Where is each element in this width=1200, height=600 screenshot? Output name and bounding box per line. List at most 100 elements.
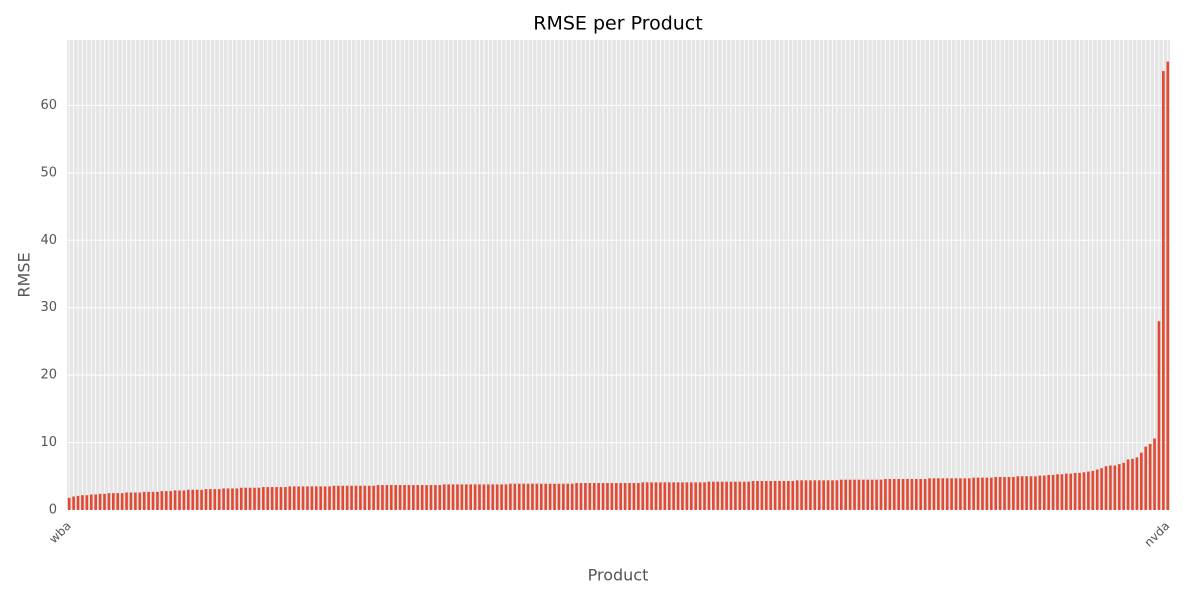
bar [279,487,283,510]
bar [892,478,896,510]
bar [544,483,548,510]
bar [372,485,375,510]
bar [288,486,292,510]
bar [420,485,424,510]
bar [169,491,173,510]
bar [209,489,212,510]
bar [606,483,609,510]
bar [456,484,459,510]
chart-title: RMSE per Product [533,13,702,35]
bar [478,484,481,510]
bar [998,476,1002,510]
bar [248,487,252,510]
bar [628,483,631,510]
bar [367,485,371,510]
bar [588,483,592,510]
bar [681,482,684,510]
bar [469,484,473,510]
bar [804,480,808,510]
bar [888,478,892,510]
bar [381,485,384,510]
bar [447,484,450,510]
bar [782,481,786,510]
bar [138,492,142,510]
bar [451,484,455,510]
bar [879,479,883,510]
bar [645,482,649,510]
bar [985,477,989,510]
bar [407,485,411,510]
bar [235,488,239,510]
bar [875,479,878,510]
bar [989,477,993,510]
bar [244,487,248,510]
bar [906,478,909,510]
bar [747,481,750,510]
bar [910,478,914,510]
bar [522,483,525,510]
bar [689,482,693,510]
bar [641,482,645,510]
bar [1104,466,1108,510]
bar [147,491,150,510]
bar [257,487,261,510]
bar [1109,465,1112,510]
bar [270,487,274,510]
bar [434,485,437,510]
bar [597,483,600,510]
bar [1126,459,1130,510]
bar [112,493,115,510]
bar [901,478,905,510]
bar [764,481,768,510]
bar [941,478,945,510]
bar [654,482,658,510]
bar [972,477,975,510]
bar [363,485,367,510]
bar [425,485,428,510]
bar [398,485,402,510]
bar [151,491,155,510]
y-tick-label: 20 [40,368,57,383]
bar [839,479,843,510]
bar [720,481,724,510]
bar [685,482,689,510]
bar [813,480,817,510]
y-tick-label: 40 [40,233,57,248]
bar [716,481,720,510]
bar [897,478,900,510]
bar [822,480,825,510]
bar [937,478,940,510]
bar [562,483,565,510]
bar [1153,438,1156,510]
bar [1117,464,1121,510]
bar [791,481,795,510]
y-axis-label: RMSE [15,252,34,297]
bar [575,483,578,510]
bar [204,489,208,510]
bar [275,487,278,510]
bar [778,481,781,510]
bar [1060,474,1064,510]
bar [623,483,627,510]
bar [1007,476,1011,510]
bar [1148,443,1152,510]
bar [1034,476,1037,510]
bar [610,483,614,510]
bar [301,486,305,510]
bar [826,480,830,510]
bar [1047,474,1050,510]
bar [310,486,314,510]
bar [787,481,790,510]
bar [592,483,596,510]
bar [76,495,80,510]
bar [94,494,98,510]
bar [292,486,296,510]
bar [734,481,737,510]
bar [526,483,530,510]
bar [200,489,203,510]
bar [191,489,195,510]
bar [632,483,636,510]
bar [142,491,146,510]
bar [1042,475,1046,510]
